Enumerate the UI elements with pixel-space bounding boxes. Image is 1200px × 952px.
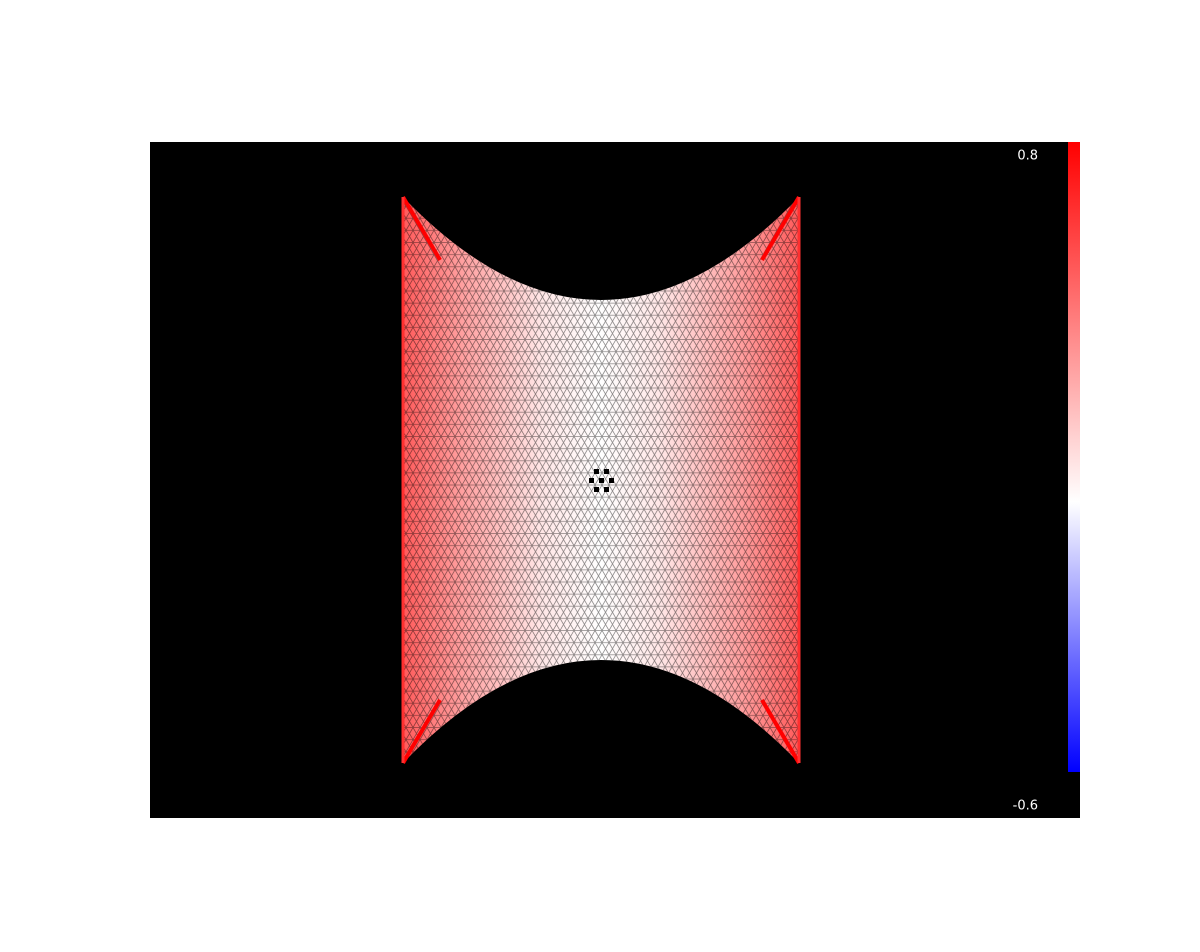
mesh-corner-edges [401, 195, 801, 765]
mesh-side-edges [401, 197, 801, 763]
colorbar-min-label: -0.6 [1013, 799, 1038, 814]
colorbar-max-label: 0.8 [1017, 149, 1038, 164]
colorbar [1068, 142, 1080, 772]
center-nodes [589, 469, 614, 492]
